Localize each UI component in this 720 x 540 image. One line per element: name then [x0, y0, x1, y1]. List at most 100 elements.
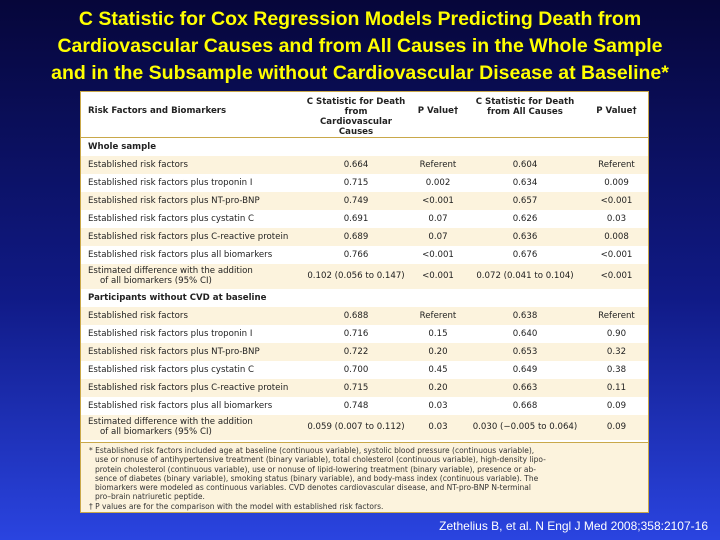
- header-all-c-statistic: C Statistic for Death from All Causes: [465, 92, 585, 138]
- row-label: Established risk factors: [81, 155, 301, 174]
- row-label: Established risk factors plus all biomar…: [81, 396, 301, 415]
- row-label: Established risk factors plus C-reactive…: [81, 227, 301, 246]
- header-all-line2: from All Causes: [487, 107, 563, 117]
- all-p-value: <0.001: [585, 245, 648, 264]
- cv-p-value: 0.07: [411, 227, 465, 246]
- cv-c-value: 0.749: [301, 191, 411, 210]
- cv-c-value: 0.059 (0.007 to 0.112): [301, 414, 411, 440]
- all-p-value: <0.001: [585, 263, 648, 289]
- cv-p-value: <0.001: [411, 191, 465, 210]
- cv-p-value: 0.15: [411, 324, 465, 343]
- all-c-value: 0.653: [465, 342, 585, 361]
- cv-c-value: 0.722: [301, 342, 411, 361]
- difference-label: Estimated difference with the addition o…: [81, 414, 301, 440]
- table-row: Established risk factors plus troponin I…: [81, 324, 648, 343]
- title-line-1: C Statistic for Cox Regression Models Pr…: [78, 8, 642, 30]
- cv-p-value: Referent: [411, 306, 465, 325]
- table-row: Established risk factors plus NT-pro-BNP…: [81, 191, 648, 210]
- footnote-star-line: biomarkers were modeled as continuous va…: [95, 483, 531, 493]
- all-p-value: Referent: [585, 306, 648, 325]
- difference-row: Estimated difference with the addition o…: [81, 414, 648, 440]
- footnote-star-line: * Established risk factors included age …: [89, 446, 535, 455]
- row-label: Established risk factors: [81, 306, 301, 325]
- cv-p-value: 0.03: [411, 414, 465, 440]
- table-row: Established risk factors 0.664 Referent …: [81, 155, 648, 174]
- all-c-value: 0.638: [465, 306, 585, 325]
- table-footnotes: * Established risk factors included age …: [81, 442, 648, 512]
- cv-c-value: 0.688: [301, 306, 411, 325]
- difference-label: Estimated difference with the addition o…: [81, 263, 301, 289]
- table-row: Established risk factors plus NT-pro-BNP…: [81, 342, 648, 361]
- table-row: Established risk factors 0.688 Referent …: [81, 306, 648, 325]
- row-label: Established risk factors plus NT-pro-BNP: [81, 342, 301, 361]
- section-label: Participants without CVD at baseline: [81, 288, 648, 307]
- all-c-value: 0.649: [465, 360, 585, 379]
- all-p-value: 0.03: [585, 209, 648, 228]
- all-c-value: 0.668: [465, 396, 585, 415]
- row-label: Established risk factors plus cystatin C: [81, 209, 301, 228]
- cv-p-value: 0.20: [411, 342, 465, 361]
- all-p-value: <0.001: [585, 191, 648, 210]
- all-p-value: 0.90: [585, 324, 648, 343]
- header-all-line1: C Statistic for Death: [475, 97, 575, 107]
- difference-label-line1: Estimated difference with the addition: [88, 266, 253, 276]
- cv-c-value: 0.691: [301, 209, 411, 228]
- footnote-star-line: sence of diabetes (binary variable), smo…: [95, 473, 539, 483]
- header-risk-factors: Risk Factors and Biomarkers: [88, 106, 227, 116]
- section-label: Whole sample: [81, 137, 648, 156]
- all-p-value: 0.11: [585, 378, 648, 397]
- footnote-star-line: pro–brain natriuretic peptide.: [95, 492, 205, 502]
- footnote-dagger: † P values are for the comparison with t…: [89, 501, 384, 511]
- table-row: Established risk factors plus all biomar…: [81, 245, 648, 264]
- all-c-value: 0.640: [465, 324, 585, 343]
- cv-p-value: 0.03: [411, 396, 465, 415]
- cv-c-value: 0.715: [301, 378, 411, 397]
- cv-c-value: 0.689: [301, 227, 411, 246]
- all-c-value: 0.634: [465, 173, 585, 192]
- table-row: Established risk factors plus cystatin C…: [81, 360, 648, 379]
- section-row-no-cvd: Participants without CVD at baseline: [81, 288, 648, 307]
- all-c-value: 0.072 (0.041 to 0.104): [465, 263, 585, 289]
- all-p-value: Referent: [585, 155, 648, 174]
- row-label: Established risk factors plus troponin I: [81, 173, 301, 192]
- all-p-value: 0.32: [585, 342, 648, 361]
- cv-c-value: 0.715: [301, 173, 411, 192]
- table-panel: Risk Factors and Biomarkers C Statistic …: [80, 91, 649, 513]
- header-cv-line2: Cardiovascular Causes: [319, 117, 393, 137]
- cv-p-value: <0.001: [411, 263, 465, 289]
- section-row-whole-sample: Whole sample: [81, 137, 648, 156]
- cv-c-value: 0.748: [301, 396, 411, 415]
- cv-c-value: 0.766: [301, 245, 411, 264]
- header-all-p-value: P Value†: [596, 106, 637, 116]
- row-label: Established risk factors plus all biomar…: [81, 245, 301, 264]
- table-row: Established risk factors plus C-reactive…: [81, 227, 648, 246]
- all-p-value: 0.38: [585, 360, 648, 379]
- row-label: Established risk factors plus cystatin C: [81, 360, 301, 379]
- all-p-value: 0.09: [585, 414, 648, 440]
- header-cv-p-value: P Value†: [417, 106, 459, 116]
- table-row: Established risk factors plus all biomar…: [81, 396, 648, 415]
- all-c-value: 0.030 (−0.005 to 0.064): [465, 414, 585, 440]
- all-c-value: 0.636: [465, 227, 585, 246]
- difference-label-line2: of all biomarkers (95% CI): [100, 427, 212, 437]
- cv-c-value: 0.664: [301, 155, 411, 174]
- cv-p-value: 0.07: [411, 209, 465, 228]
- difference-label-line2: of all biomarkers (95% CI): [100, 276, 212, 286]
- difference-row: Estimated difference with the addition o…: [81, 263, 648, 289]
- row-label: Established risk factors plus C-reactive…: [81, 378, 301, 397]
- citation: Zethelius B, et al. N Engl J Med 2008;35…: [439, 519, 708, 533]
- header-cv-line1: C Statistic for Death from: [306, 97, 406, 117]
- row-label: Established risk factors plus troponin I: [81, 324, 301, 343]
- footnote-star-line: use or nonuse of antihypertensive treatm…: [95, 455, 546, 465]
- cv-c-value: 0.700: [301, 360, 411, 379]
- all-c-value: 0.604: [465, 155, 585, 174]
- all-c-value: 0.657: [465, 191, 585, 210]
- all-p-value: 0.09: [585, 396, 648, 415]
- difference-label-line1: Estimated difference with the addition: [88, 417, 253, 427]
- cv-p-value: 0.20: [411, 378, 465, 397]
- c-statistic-table: Risk Factors and Biomarkers C Statistic …: [81, 92, 648, 440]
- cv-c-value: 0.102 (0.056 to 0.147): [301, 263, 411, 289]
- all-c-value: 0.626: [465, 209, 585, 228]
- cv-p-value: Referent: [411, 155, 465, 174]
- title-line-2: Cardiovascular Causes and from All Cause…: [57, 35, 663, 57]
